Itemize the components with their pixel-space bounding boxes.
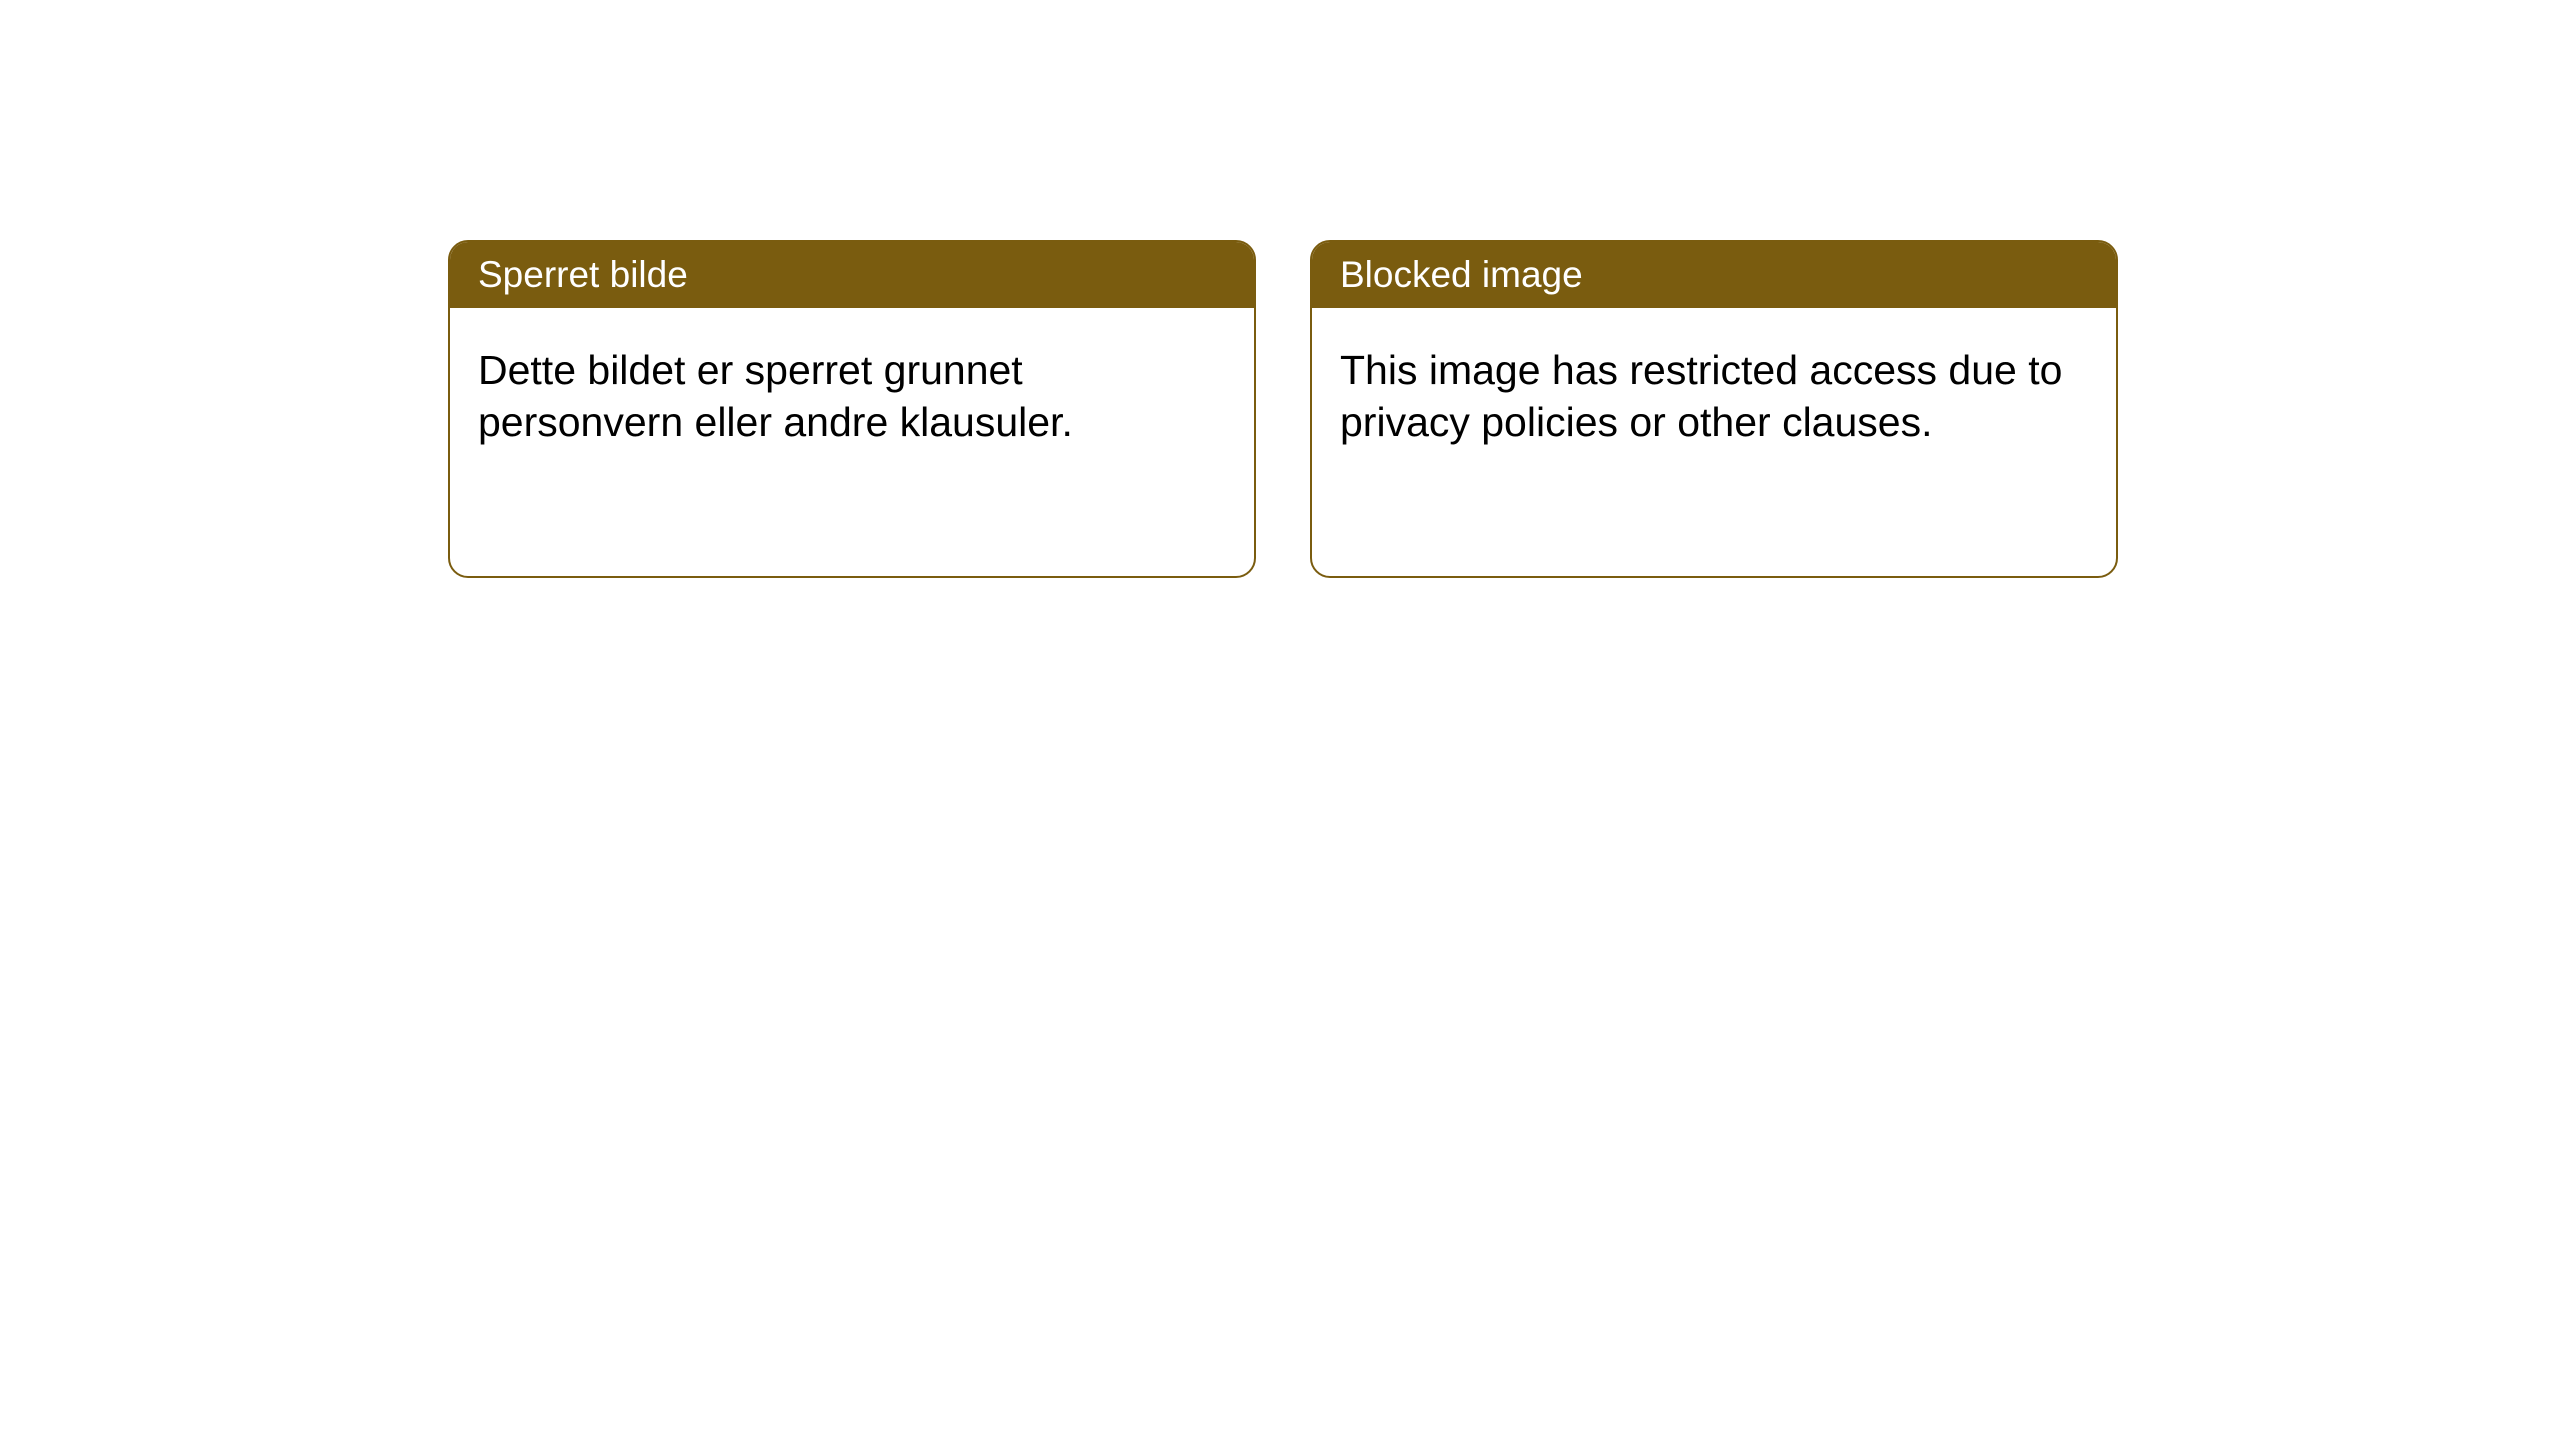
blocked-image-card-english: Blocked image This image has restricted …: [1310, 240, 2118, 578]
card-body: This image has restricted access due to …: [1312, 308, 2116, 485]
card-title: Sperret bilde: [478, 254, 688, 295]
card-header: Sperret bilde: [450, 242, 1254, 308]
card-header: Blocked image: [1312, 242, 2116, 308]
card-body: Dette bildet er sperret grunnet personve…: [450, 308, 1254, 485]
card-body-text: Dette bildet er sperret grunnet personve…: [478, 347, 1073, 445]
blocked-image-card-norwegian: Sperret bilde Dette bildet er sperret gr…: [448, 240, 1256, 578]
notice-cards-container: Sperret bilde Dette bildet er sperret gr…: [0, 0, 2560, 578]
card-body-text: This image has restricted access due to …: [1340, 347, 2062, 445]
card-title: Blocked image: [1340, 254, 1583, 295]
